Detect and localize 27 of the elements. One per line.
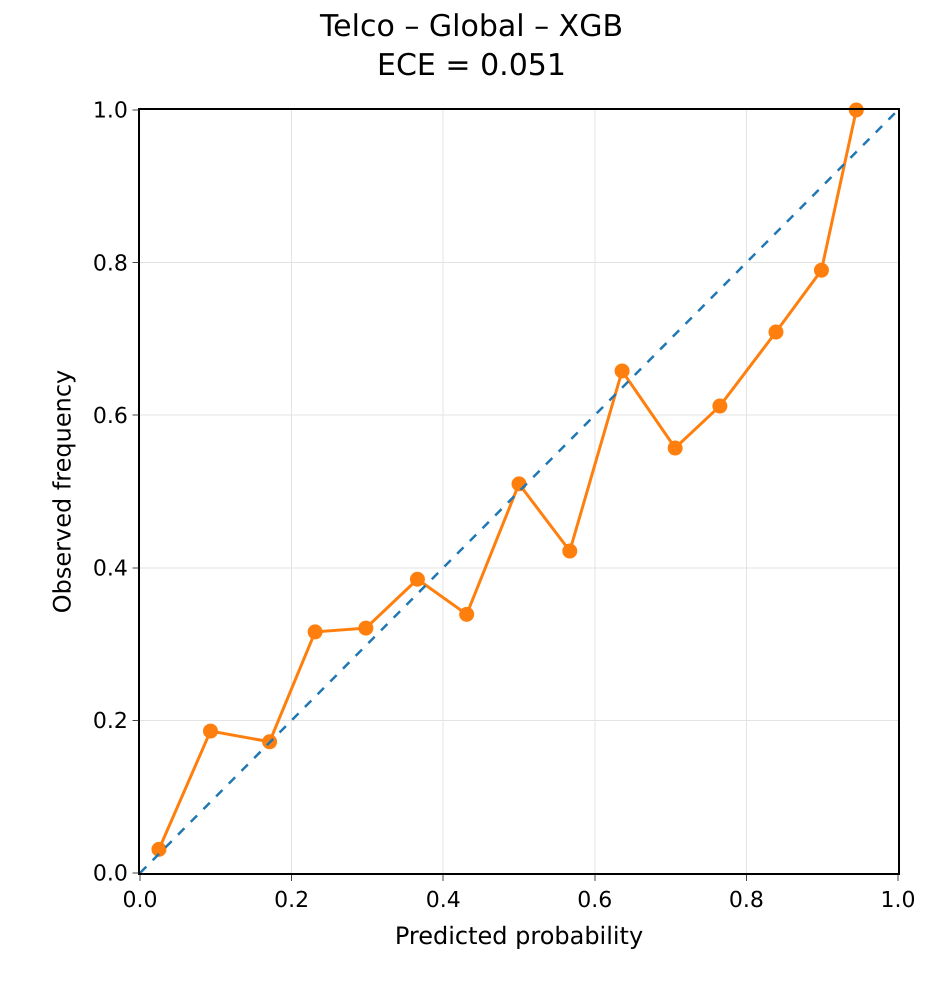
point	[614, 363, 630, 378]
point	[202, 724, 218, 739]
point	[712, 398, 728, 414]
point	[308, 624, 323, 640]
y-tick-label: 0.8	[92, 251, 128, 276]
point	[668, 440, 683, 456]
point	[410, 572, 425, 587]
y-tick-label: 1.0	[92, 98, 128, 124]
chart-title: Telco – Global – XGB ECE = 0.051	[318, 9, 624, 83]
x-tick-label: 0.0	[122, 888, 158, 914]
point	[768, 324, 784, 340]
y-tick-label: 0.2	[92, 709, 128, 734]
x-axis-title: Predicted probability	[394, 922, 644, 950]
point	[358, 620, 374, 636]
x-tick-label: 0.6	[577, 888, 612, 914]
x-tick-label: 0.2	[274, 888, 310, 914]
x-tick-label: 1.0	[880, 888, 916, 914]
y-axis-title: Observed frequency	[48, 370, 76, 614]
point	[151, 842, 166, 857]
point	[459, 606, 474, 622]
y-tick-label: 0.6	[92, 404, 128, 429]
y-tick-label: 0.4	[92, 556, 128, 582]
x-tick-label: 0.4	[426, 888, 461, 914]
point	[562, 544, 578, 559]
x-tick-label: 0.8	[728, 888, 764, 914]
y-tick-label: 0.0	[92, 862, 128, 887]
point	[814, 262, 829, 278]
